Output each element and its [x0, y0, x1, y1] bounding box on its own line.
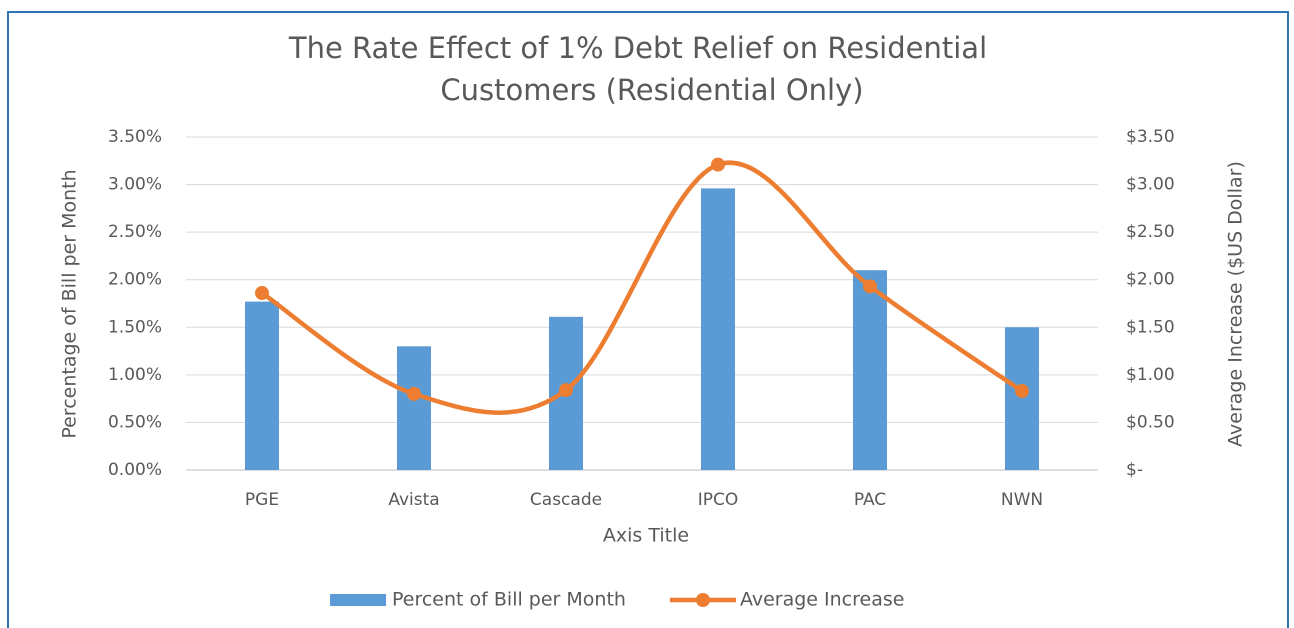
- y-tick-label: 1.50%: [108, 317, 162, 337]
- x-tick-label: Cascade: [530, 490, 602, 510]
- y-tick-label: 0.50%: [108, 412, 162, 432]
- y2-axis-title: Average Increase ($US Dollar): [1225, 161, 1247, 447]
- line-point: [711, 157, 725, 172]
- line-point: [407, 386, 421, 401]
- y2-tick-label: $0.50: [1126, 412, 1175, 432]
- y-tick-label: 1.00%: [108, 365, 162, 385]
- bar: [853, 270, 887, 470]
- line-point: [1015, 384, 1029, 399]
- y-tick-label: 0.00%: [108, 460, 162, 480]
- y-tick-label: 2.50%: [108, 222, 162, 242]
- y2-tick-label: $-: [1126, 460, 1143, 480]
- chart-frame: [7, 11, 1289, 628]
- line-point: [255, 286, 269, 301]
- y-tick-label: 3.50%: [108, 127, 162, 147]
- bar: [245, 301, 279, 470]
- y2-tick-label: $2.00: [1126, 270, 1175, 290]
- y-tick-label: 2.00%: [108, 270, 162, 290]
- legend-label: Average Increase: [740, 589, 904, 611]
- line-point: [863, 279, 877, 294]
- bar: [1005, 327, 1039, 470]
- legend-label: Percent of Bill per Month: [392, 589, 626, 611]
- y2-tick-label: $3.00: [1126, 175, 1175, 195]
- x-axis-title: Axis Title: [603, 525, 689, 547]
- line: [259, 160, 1025, 415]
- bar: [397, 346, 431, 470]
- legend-swatch: [330, 594, 386, 606]
- x-tick-label: Avista: [388, 490, 439, 510]
- bar: [701, 188, 735, 470]
- x-tick-label: PAC: [854, 490, 886, 510]
- chart-title: The Rate Effect of 1% Debt Relief on Res…: [288, 31, 987, 65]
- y2-tick-label: $3.50: [1126, 127, 1175, 147]
- y-axis-title: Percentage of Bill per Month: [59, 169, 81, 438]
- x-tick-label: PGE: [245, 490, 279, 510]
- y2-tick-label: $1.50: [1126, 317, 1175, 337]
- x-tick-label: NWN: [1001, 490, 1043, 510]
- y-tick-label: 3.00%: [108, 175, 162, 195]
- y2-tick-label: $2.50: [1126, 222, 1175, 242]
- legend-swatch: [695, 593, 710, 607]
- x-tick-label: IPCO: [698, 490, 739, 510]
- y2-tick-label: $1.00: [1126, 365, 1175, 385]
- line-point: [559, 383, 573, 398]
- chart-title: Customers (Residential Only): [440, 73, 863, 107]
